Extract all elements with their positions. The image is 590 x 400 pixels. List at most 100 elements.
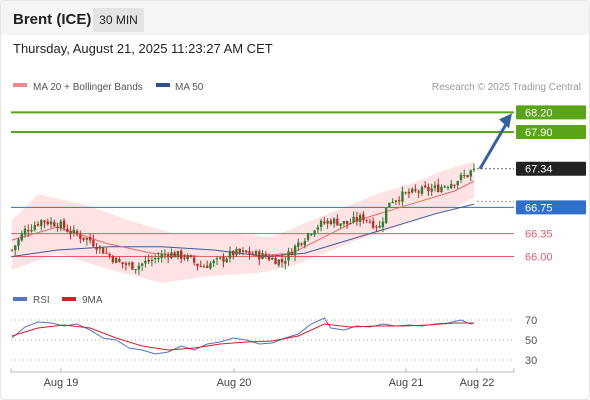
candle-body xyxy=(92,239,95,247)
level-tag-66-35-text: 66.35 xyxy=(525,229,553,241)
ma20-legend-swatch xyxy=(13,83,27,87)
candle-body xyxy=(241,250,245,253)
candle-body xyxy=(453,184,456,186)
level-tag-68-20-text: 68.20 xyxy=(525,107,553,119)
rsi-legend-label: RSI xyxy=(33,295,50,306)
candle-body xyxy=(127,263,131,265)
candle-body xyxy=(153,258,157,260)
candle-body xyxy=(310,234,313,236)
timeframe-badge[interactable]: 30 MIN xyxy=(93,8,144,32)
ma50-legend-label: MA 50 xyxy=(175,82,204,93)
ma20-legend-label: MA 20 + Bollinger Bands xyxy=(33,82,143,93)
candle-body xyxy=(319,220,323,227)
level-tag-66-00-text: 66.00 xyxy=(525,252,553,264)
candle-body xyxy=(228,251,232,259)
rsi-plot: 70 50 30 xyxy=(11,315,537,367)
candle-body xyxy=(179,250,183,259)
candle-body xyxy=(150,259,154,261)
candle-body xyxy=(196,263,199,266)
rsi-line xyxy=(11,317,475,355)
candle-body xyxy=(472,168,476,170)
candle-body xyxy=(336,218,339,226)
time-label-aug-20: Aug 20 xyxy=(217,377,252,389)
candle-body xyxy=(420,186,424,194)
candle-body xyxy=(388,202,391,207)
candle-body xyxy=(36,223,40,226)
candle-body xyxy=(417,191,420,193)
candle-body xyxy=(264,253,267,257)
candle-body xyxy=(33,225,36,230)
report-datetime: Thursday, August 21, 2025 11:23:27 AM CE… xyxy=(13,41,273,56)
candle-body xyxy=(274,257,277,265)
candle-body xyxy=(219,257,222,259)
candle-body xyxy=(40,220,43,226)
candle-body xyxy=(287,251,290,261)
candle-body xyxy=(430,188,433,192)
candle-body xyxy=(238,248,241,253)
candle-body xyxy=(59,221,63,229)
candle-body xyxy=(43,220,46,223)
candle-body xyxy=(170,252,173,259)
candle-body xyxy=(144,260,147,264)
candle-body xyxy=(199,265,202,267)
candle-body xyxy=(254,250,258,255)
rsi-ma-legend-label: 9MA xyxy=(82,295,103,306)
candle-body xyxy=(202,266,206,268)
candle-body xyxy=(14,245,17,251)
candle-body xyxy=(131,262,134,270)
price-plot: 68.20 67.90 66.75 66.35 66.00 67.34 xyxy=(10,105,586,283)
rsi-legend-swatch xyxy=(13,297,27,301)
candle-body xyxy=(85,238,89,240)
candle-body xyxy=(427,186,430,192)
candle-body xyxy=(261,252,264,260)
candle-body xyxy=(101,247,105,254)
candle-body xyxy=(30,229,33,232)
candle-body xyxy=(303,240,307,246)
instrument-title: Brent (ICE) xyxy=(13,11,92,28)
projection-arrow-shaft xyxy=(478,123,508,170)
candle-body xyxy=(371,220,375,228)
candle-body xyxy=(284,261,287,264)
candle-body xyxy=(222,256,225,262)
candle-body xyxy=(459,174,463,180)
candle-body xyxy=(423,185,427,188)
candle-body xyxy=(111,256,115,263)
candle-body xyxy=(446,187,450,189)
candle-body xyxy=(469,170,472,177)
candle-body xyxy=(352,216,355,223)
candle-body xyxy=(163,254,167,256)
candle-body xyxy=(124,263,128,265)
rsi-ma-legend-swatch xyxy=(62,297,76,301)
candle-body xyxy=(49,221,53,225)
header-bar: Brent (ICE) 30 MIN xyxy=(1,1,589,35)
candle-body xyxy=(225,258,228,263)
candle-body xyxy=(137,265,141,270)
candle-body xyxy=(69,231,72,234)
candle-body xyxy=(433,185,437,188)
candle-body xyxy=(355,217,359,222)
candle-body xyxy=(160,254,163,259)
candle-body xyxy=(456,181,459,186)
candle-body xyxy=(332,218,336,224)
candle-body xyxy=(290,251,294,256)
candle-body xyxy=(384,208,388,223)
candle-body xyxy=(212,260,215,264)
candle-body xyxy=(232,250,235,256)
candle-body xyxy=(293,245,297,256)
candle-body xyxy=(368,221,372,223)
current-price-tag-text: 67.34 xyxy=(525,164,553,176)
candle-body xyxy=(134,269,137,271)
candle-body xyxy=(316,227,320,230)
candle-body xyxy=(79,234,82,239)
candle-body xyxy=(410,188,414,193)
candle-body xyxy=(466,175,469,177)
candle-body xyxy=(75,230,79,235)
rsi-ma-line xyxy=(11,322,474,351)
time-label-aug-19: Aug 19 xyxy=(44,377,79,389)
candle-body xyxy=(407,191,411,194)
candle-body xyxy=(437,184,440,192)
candle-body xyxy=(267,256,271,260)
candle-body xyxy=(186,255,189,260)
candle-body xyxy=(235,249,238,256)
candle-body xyxy=(118,259,121,262)
